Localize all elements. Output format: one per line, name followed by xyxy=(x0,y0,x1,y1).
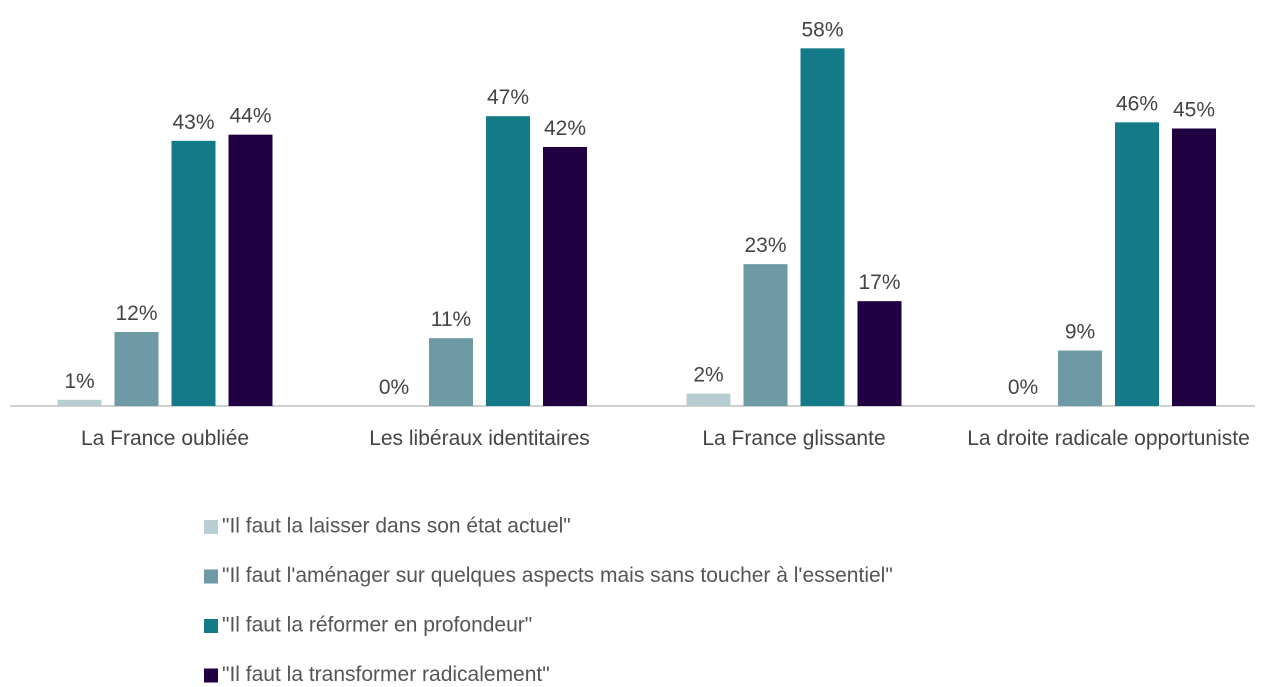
value-label: 23% xyxy=(744,234,786,257)
x-tick-label: La droite radicale opportuniste xyxy=(967,427,1250,450)
value-label: 45% xyxy=(1173,99,1215,122)
bar xyxy=(171,140,216,407)
legend-label: "Il faut la laisser dans son état actuel… xyxy=(222,515,571,538)
legend-swatch xyxy=(204,619,218,633)
legend-swatch xyxy=(204,569,218,584)
value-label: 44% xyxy=(229,105,271,128)
value-label: 2% xyxy=(693,364,723,387)
value-label: 47% xyxy=(487,86,529,109)
bar xyxy=(1058,350,1102,406)
bar xyxy=(543,147,587,406)
legend-label: "Il faut l'aménager sur quelques aspects… xyxy=(222,564,893,587)
bar xyxy=(1115,122,1159,406)
value-label: 0% xyxy=(1008,376,1038,399)
value-label: 1% xyxy=(64,370,94,393)
x-tick-label: La France glissante xyxy=(702,427,886,450)
bar xyxy=(1172,128,1216,406)
value-label: 43% xyxy=(172,111,214,134)
bar xyxy=(857,301,902,406)
bar xyxy=(429,338,473,406)
x-tick-label: Les libéraux identitaires xyxy=(369,427,590,450)
bar xyxy=(57,399,102,406)
value-label: 46% xyxy=(1116,92,1158,115)
value-label: 11% xyxy=(431,308,471,331)
bar xyxy=(686,393,731,406)
legend-swatch xyxy=(204,520,218,534)
x-tick-label: La France oubliée xyxy=(80,427,250,450)
bar xyxy=(743,264,788,406)
legend-label: "Il faut la transformer radicalement" xyxy=(222,663,550,686)
value-label: 58% xyxy=(801,18,843,41)
value-label: 42% xyxy=(544,117,586,140)
legend-label: "Il faut la réformer en profondeur" xyxy=(222,614,532,637)
value-label: 17% xyxy=(858,271,900,294)
value-label: 0% xyxy=(379,376,409,399)
bar xyxy=(228,134,273,406)
value-label: 9% xyxy=(1065,321,1095,344)
bar xyxy=(486,116,530,407)
value-label: 12% xyxy=(115,302,157,325)
legend-swatch xyxy=(204,668,218,683)
bar xyxy=(114,332,159,406)
bar xyxy=(800,48,845,406)
